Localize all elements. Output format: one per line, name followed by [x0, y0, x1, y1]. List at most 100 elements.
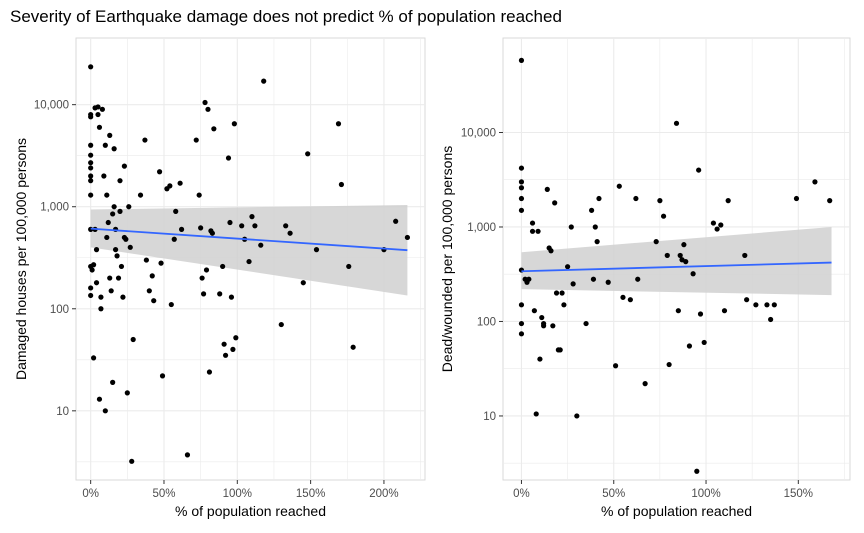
data-point: [90, 355, 97, 361]
data-point: [168, 301, 174, 308]
data-point: [110, 211, 116, 217]
data-point: [559, 290, 565, 296]
data-point: [228, 294, 235, 300]
data-point: [102, 142, 108, 148]
data-point: [88, 173, 94, 179]
data-point: [594, 239, 600, 245]
data-point: [177, 180, 183, 186]
data-point: [149, 273, 155, 279]
data-point: [146, 288, 152, 294]
data-point: [346, 263, 352, 270]
data-point: [98, 294, 104, 300]
data-point: [544, 186, 550, 192]
data-point: [88, 114, 94, 120]
data-point: [686, 343, 693, 349]
data-point: [93, 247, 100, 253]
data-point: [827, 198, 833, 204]
data-point: [642, 381, 648, 387]
data-point: [117, 178, 123, 184]
data-point: [246, 258, 252, 265]
data-point: [300, 280, 306, 286]
data-point: [612, 363, 619, 369]
y-tick-label: 100: [50, 304, 69, 316]
data-point: [627, 297, 633, 303]
data-point: [552, 200, 558, 206]
data-point: [114, 253, 120, 259]
data-point: [104, 234, 110, 241]
data-point: [261, 78, 267, 84]
data-point: [88, 292, 94, 299]
data-point: [742, 252, 748, 259]
data-point: [209, 230, 215, 236]
x-tick-label: 100%: [223, 488, 252, 500]
data-point: [287, 230, 293, 236]
data-point: [96, 396, 103, 402]
data-point: [335, 121, 342, 127]
data-point: [95, 104, 101, 110]
data-point: [710, 220, 717, 226]
data-point: [550, 323, 556, 329]
data-point: [677, 252, 683, 259]
data-point: [725, 198, 731, 204]
x-axis-label: % of population reached: [601, 503, 752, 519]
data-point: [217, 291, 223, 297]
data-point: [616, 183, 622, 189]
data-point: [313, 247, 320, 253]
data-point: [120, 294, 126, 300]
data-point: [89, 267, 95, 273]
x-tick-label: 50%: [152, 488, 175, 500]
data-point: [101, 173, 107, 179]
data-point: [108, 288, 114, 294]
data-point: [404, 234, 411, 241]
data-point: [90, 262, 97, 268]
data-point: [721, 308, 728, 314]
data-point: [239, 223, 245, 229]
data-point: [143, 257, 149, 263]
data-point: [107, 275, 113, 281]
data-point: [338, 181, 345, 188]
data-point: [553, 290, 560, 296]
data-point: [697, 311, 704, 317]
data-point: [529, 220, 536, 226]
data-point: [518, 185, 525, 191]
data-point: [202, 99, 208, 106]
data-point: [225, 155, 232, 161]
data-point: [102, 408, 108, 414]
data-point: [123, 236, 129, 242]
data-point: [592, 224, 598, 230]
data-point: [231, 121, 237, 127]
data-point: [230, 346, 236, 352]
data-point: [117, 208, 123, 214]
data-point: [227, 219, 233, 226]
y-tick-label: 10: [483, 411, 496, 423]
data-point: [690, 271, 696, 277]
data-point: [588, 207, 595, 213]
y-tick-label: 10,000: [34, 100, 69, 112]
data-point: [167, 183, 173, 189]
data-point: [193, 137, 199, 143]
data-point: [518, 302, 525, 308]
data-point: [675, 308, 681, 314]
y-axis-label: Damaged houses per 100,000 persons: [13, 138, 29, 380]
data-point: [596, 195, 602, 202]
data-point: [159, 373, 166, 379]
data-point: [350, 344, 356, 350]
data-point: [121, 163, 127, 169]
y-tick-label: 1,000: [40, 202, 69, 214]
data-point: [142, 137, 148, 143]
data-point: [537, 356, 543, 362]
data-point: [548, 248, 554, 254]
x-tick-label: 0%: [82, 488, 99, 500]
trend-line: [90, 227, 408, 252]
data-point: [660, 213, 667, 219]
x-tick-label: 150%: [784, 488, 813, 500]
data-point: [252, 223, 258, 229]
data-point: [220, 263, 226, 270]
data-point: [633, 195, 639, 202]
data-point: [696, 167, 702, 173]
data-point: [518, 331, 525, 337]
data-point: [657, 198, 663, 204]
data-point: [126, 204, 132, 210]
data-point: [666, 361, 672, 368]
data-point: [99, 106, 105, 112]
